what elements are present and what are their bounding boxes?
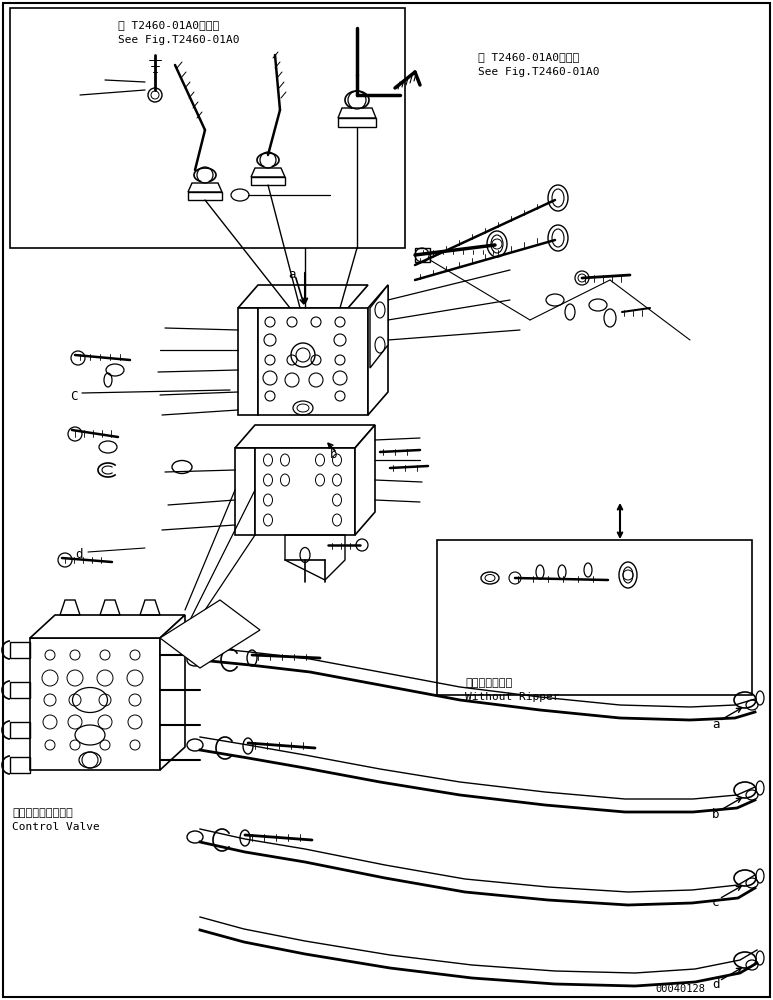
Polygon shape [30,638,160,770]
Text: a: a [288,268,295,281]
Text: b: b [330,448,338,461]
Polygon shape [370,285,388,368]
Polygon shape [255,448,355,535]
Text: リッパ未装着時: リッパ未装着時 [465,678,512,688]
Text: コントロールバルブ: コントロールバルブ [12,808,73,818]
Text: d: d [712,978,720,991]
Text: d: d [75,548,83,561]
Text: See Fig.T2460-01A0: See Fig.T2460-01A0 [118,35,240,45]
Text: c: c [712,896,720,909]
Text: a: a [712,718,720,731]
Text: b: b [712,808,720,821]
Polygon shape [160,615,185,770]
Text: 00040128: 00040128 [655,984,705,994]
Text: Control Valve: Control Valve [12,822,100,832]
Polygon shape [160,600,260,668]
Polygon shape [368,285,388,415]
Text: Without Ripper: Without Ripper [465,692,560,702]
Bar [437,540,752,695]
Polygon shape [235,448,255,535]
Polygon shape [238,285,368,308]
Text: See Fig.T2460-01A0: See Fig.T2460-01A0 [478,67,600,77]
Text: 第 T2460-01A0図参照: 第 T2460-01A0図参照 [478,52,579,62]
Text: 第 T2460-01A0図参照: 第 T2460-01A0図参照 [118,20,220,30]
Polygon shape [355,425,375,535]
Polygon shape [258,308,368,415]
Polygon shape [235,425,375,448]
Bar [10,8,405,248]
Text: C: C [70,390,77,403]
Polygon shape [30,615,185,638]
Polygon shape [238,308,258,415]
